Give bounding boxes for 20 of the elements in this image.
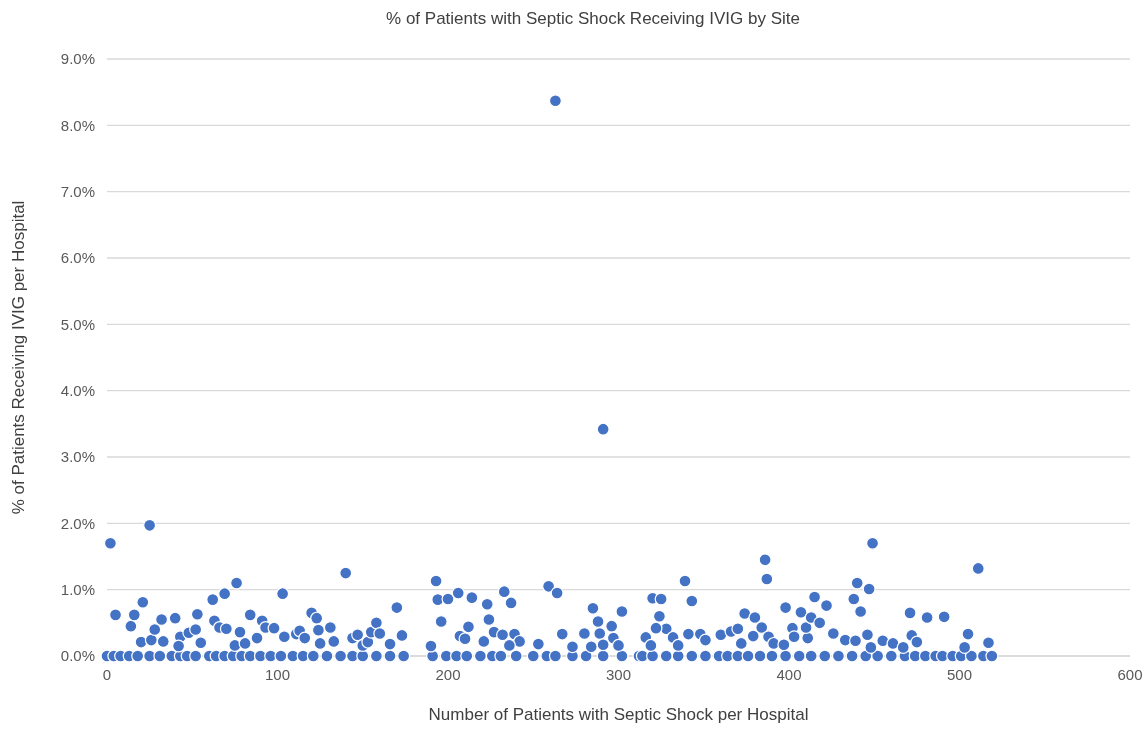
y-tick-label: 3.0% [60,448,95,466]
y-tick-label: 9.0% [60,50,95,68]
y-tick-label: 4.0% [60,381,95,399]
y-axis-title: % of Patients Receiving IVIG per Hospital [9,200,28,515]
x-tick-label: 200 [435,666,461,683]
x-tick-label: 0 [102,666,112,683]
y-tick-label: 7.0% [60,182,95,200]
y-tick-label: 8.0% [60,116,95,134]
x-tick-label: 500 [946,666,973,683]
y-tick-label: 6.0% [60,249,95,267]
x-tick-label: 600 [1117,666,1143,683]
x-tick-label: 400 [776,666,802,683]
y-tick-label: 1.0% [60,580,95,598]
x-axis-title: Number of Patients with Septic Shock per Hospital [428,705,809,724]
chart-title: % of Patients with Septic Shock Receiving IVIG by Site [386,9,800,28]
y-tick-label: 0.0% [60,647,95,665]
x-tick-label: 300 [605,666,632,683]
y-tick-label: 5.0% [60,315,95,333]
y-tick-label: 2.0% [60,514,95,532]
x-tick-label: 100 [264,666,291,683]
